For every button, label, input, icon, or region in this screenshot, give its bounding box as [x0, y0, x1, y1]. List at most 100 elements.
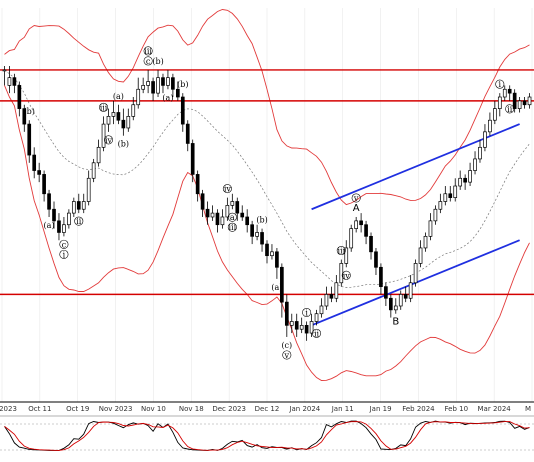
candle [275, 247, 279, 279]
candle [47, 189, 51, 217]
candle [418, 240, 423, 268]
candle [428, 213, 433, 241]
candle-body [245, 216, 250, 226]
candle-body [428, 220, 433, 237]
candle [76, 193, 81, 214]
candle [493, 100, 497, 125]
candle [180, 93, 185, 132]
candle-body [324, 294, 329, 307]
candle-body [96, 146, 101, 164]
wave-label: (b) [152, 57, 163, 66]
candle-body [81, 201, 86, 210]
candle [86, 170, 91, 206]
candle [522, 97, 527, 109]
candle [101, 116, 106, 152]
candle [413, 259, 418, 287]
candle [374, 247, 378, 276]
candle-body [294, 321, 299, 330]
candle [141, 77, 146, 94]
wave-label: v [284, 351, 290, 360]
x-tick-label: Jan 2024 [288, 405, 320, 413]
candle-body [32, 154, 37, 171]
candle [497, 93, 502, 117]
candle-body [141, 85, 146, 90]
candle-body [408, 282, 413, 299]
candle [294, 313, 299, 337]
candle [344, 240, 349, 268]
x-tick-label: 2023 [0, 405, 17, 413]
candle-body [52, 208, 56, 222]
x-tick-label: Feb 2024 [402, 405, 435, 413]
candle [329, 286, 334, 303]
candle [324, 286, 329, 310]
wave-label: a [230, 213, 235, 222]
wave-label-circle [59, 249, 69, 259]
candle [453, 178, 458, 202]
candle-body [260, 232, 264, 245]
candle-body [468, 170, 472, 183]
candle-body [106, 116, 111, 125]
wave-label: (b) [118, 140, 129, 149]
candle-body [146, 81, 150, 86]
candle [81, 193, 86, 214]
candle-body [280, 266, 284, 303]
wave-label: (a) [44, 221, 55, 230]
x-tick-label: Mar 2024 [478, 405, 512, 413]
candle [12, 73, 17, 94]
candle-body [265, 243, 269, 257]
candle-body [359, 220, 363, 226]
candle [195, 170, 200, 202]
wave-label: (b) [24, 107, 35, 116]
candle-body [176, 88, 180, 98]
candle-body [304, 324, 309, 334]
candle-body [423, 235, 428, 249]
candle [171, 73, 175, 98]
candle-body [299, 324, 304, 330]
candle-body [502, 88, 507, 98]
x-tick-label: Dec 2023 [212, 405, 246, 413]
wave-label-circle [143, 56, 153, 66]
oscillator-d-line [4, 421, 530, 451]
candle [502, 85, 507, 101]
candle [527, 93, 532, 109]
candle [200, 189, 205, 217]
candle-body [101, 123, 106, 148]
candle-body [329, 294, 334, 299]
candle-body [403, 294, 408, 299]
candle [458, 170, 463, 190]
candle [319, 298, 324, 318]
candle [91, 158, 96, 183]
x-tick-label: Nov 2023 [99, 405, 133, 413]
candle-body [12, 77, 17, 86]
wave-label: i [63, 250, 66, 259]
upper-band [4, 9, 530, 206]
candle-body [364, 224, 368, 237]
candle [488, 112, 492, 136]
candle-body [344, 247, 349, 264]
candle [463, 174, 467, 190]
candle-body [483, 131, 487, 148]
candle [220, 209, 225, 229]
wave-label: iii [337, 247, 345, 256]
wave-label-circle [99, 102, 109, 112]
candle [468, 162, 472, 187]
candle [116, 104, 121, 125]
candle-body [393, 305, 398, 311]
candle [255, 224, 259, 241]
wave-label: (a) [113, 92, 124, 101]
candle [423, 232, 428, 252]
candle-body [250, 224, 254, 237]
candle [2, 66, 7, 86]
candle-body [57, 220, 61, 233]
candle [121, 108, 126, 136]
candle [284, 294, 289, 337]
candle-body [156, 77, 160, 94]
candle [245, 209, 250, 233]
candle-body [284, 301, 289, 326]
candle-body [22, 108, 27, 125]
candle [359, 213, 363, 233]
candle [210, 205, 215, 221]
wave-label: ii [507, 105, 513, 114]
wave-label: ii [76, 217, 82, 226]
candle-body [448, 193, 453, 198]
